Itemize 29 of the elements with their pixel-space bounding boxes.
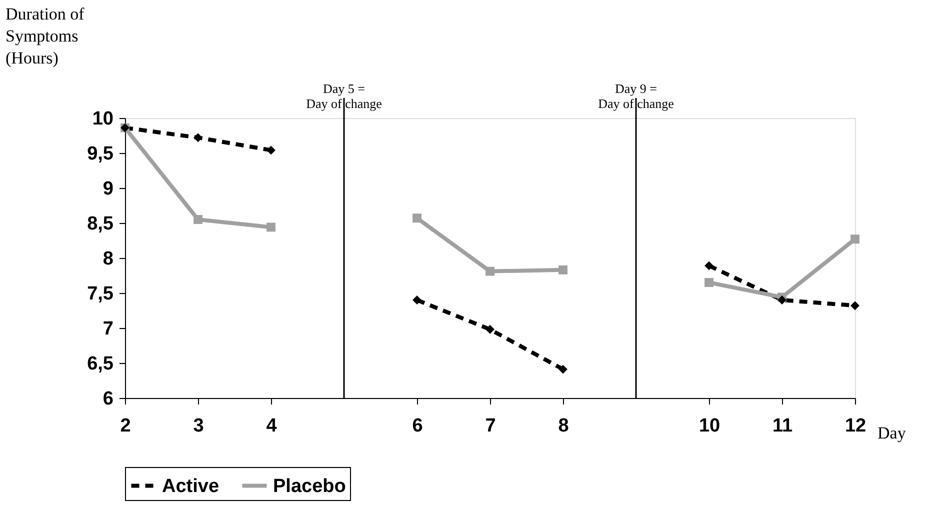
y-tick-label: 10 xyxy=(92,108,114,130)
x-tick-label: 10 xyxy=(698,416,720,436)
x-axis-title: Day xyxy=(878,424,906,442)
y-axis-title: Duration of Symptoms (Hours) xyxy=(6,4,85,68)
point xyxy=(850,234,860,244)
y-tick-label: 9 xyxy=(102,178,114,200)
y-tick-label: 8,5 xyxy=(87,214,114,234)
x-tick-label: 6 xyxy=(412,416,423,436)
point xyxy=(266,222,276,232)
x-tick-label: 8 xyxy=(558,416,569,436)
y-tick-label: 8 xyxy=(102,248,114,270)
y-tick-label: 6 xyxy=(102,388,114,410)
legend-label: Active xyxy=(162,476,220,497)
y-tick-label: 7,5 xyxy=(87,284,114,304)
point xyxy=(266,146,276,155)
y-tick-label: 9,5 xyxy=(87,144,114,164)
x-tick-label: 11 xyxy=(772,416,793,436)
x-tick-label: 12 xyxy=(844,416,866,436)
legend-label: Placebo xyxy=(273,476,346,497)
x-tick-label: 4 xyxy=(266,416,278,436)
x-tick-label: 2 xyxy=(120,416,131,436)
y-tick-label: 7 xyxy=(102,318,114,340)
ref-line-label: Day 9 = Day of change xyxy=(598,81,674,111)
point xyxy=(194,215,202,224)
point xyxy=(194,133,202,142)
ref-line-label: Day 5 = Day of change xyxy=(306,81,382,111)
y-tick-label: 6,5 xyxy=(87,354,114,374)
x-tick-label: 7 xyxy=(485,416,496,436)
x-tick-label: 3 xyxy=(193,416,204,436)
